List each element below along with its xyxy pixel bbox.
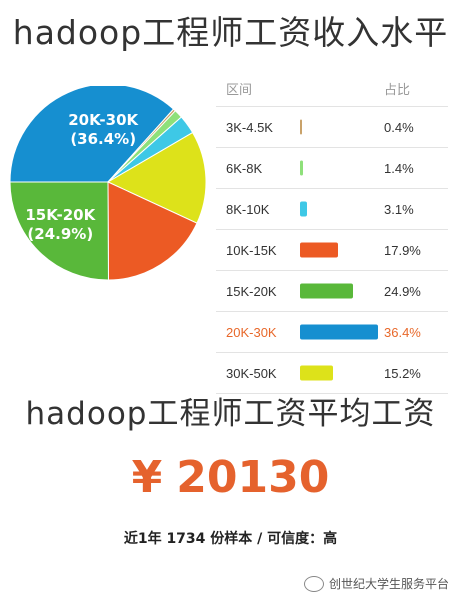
range-cell: 6K-8K [226, 160, 263, 176]
range-column-header: 区间 [226, 81, 253, 97]
bar-10k-15k [300, 242, 339, 258]
bar-cell [300, 312, 380, 352]
bar-6k-8k [300, 160, 303, 176]
salary-distribution-table: 区间 占比 3K-4.5K 0.4% 6K-8K 1.4% 8K-10K 3.1% 10K-… [216, 70, 448, 394]
slice-label-15k-20k-range: 15K-20K [25, 206, 96, 224]
pct-cell: 15.2% [384, 365, 421, 381]
average-salary-title: hadoop工程师工资平均工资 [25, 396, 436, 432]
pct-cell: 24.9% [384, 283, 421, 299]
pie-slice-15k-20k [9, 181, 109, 281]
pct-cell: 36.4% [384, 324, 421, 340]
table-row: 3K-4.5K 0.4% [216, 107, 448, 148]
currency-symbol: ¥ [131, 452, 163, 503]
bar-8k-10k [300, 201, 307, 217]
table-row: 8K-10K 3.1% [216, 189, 448, 230]
pct-cell: 17.9% [384, 242, 421, 258]
page-title: hadoop工程师工资收入水平 [12, 13, 449, 52]
table-body: 3K-4.5K 0.4% 6K-8K 1.4% 8K-10K 3.1% 10K-15K 17.… [216, 107, 448, 394]
pct-cell: 1.4% [384, 160, 414, 176]
range-cell: 30K-50K [226, 365, 277, 381]
table-row: 10K-15K 17.9% [216, 230, 448, 271]
bar-3k-4.5k [300, 119, 302, 135]
range-cell: 20K-30K [226, 324, 277, 340]
bar-column-header [300, 70, 380, 106]
watermark-text: 创世纪大学生服务平台 [328, 577, 449, 591]
table-row: 15K-20K 24.9% [216, 271, 448, 312]
bar-cell [300, 189, 380, 229]
pct-column-header: 占比 [384, 81, 411, 97]
range-cell: 10K-15K [226, 242, 277, 258]
pie-slice-20k-30k [9, 86, 175, 183]
pie-chart: 20K-30K(36.4%) 15K-20K(24.9%) [9, 86, 207, 281]
bar-cell [300, 148, 380, 188]
pie-slice-30k-50k [106, 131, 207, 224]
bar-15k-20k [300, 283, 354, 299]
table-row: 30K-50K 15.2% [216, 353, 448, 394]
pie-slice-10k-15k [107, 181, 198, 281]
pct-cell: 3.1% [384, 201, 414, 217]
watermark: 创世纪大学生服务平台 [303, 575, 449, 592]
slice-label-15k-20k-pct: (24.9%) [27, 225, 93, 243]
slice-label-20k-30k-range: 20K-30K [68, 111, 139, 129]
slice-label-20k-30k-pct: (36.4%) [70, 130, 136, 148]
table-header: 区间 占比 [216, 70, 448, 107]
pct-cell: 0.4% [384, 119, 414, 135]
bar-cell [300, 353, 380, 393]
bar-20k-30k [300, 324, 378, 340]
range-cell: 8K-10K [226, 201, 270, 217]
salary-amount: 20130 [176, 452, 330, 503]
bar-cell [300, 230, 380, 270]
average-salary: ¥20130 [0, 452, 461, 503]
table-row: 20K-30K 36.4% [216, 312, 448, 353]
wechat-icon [303, 575, 324, 592]
range-cell: 15K-20K [226, 283, 277, 299]
sample-note: 近1年 1734 份样本 / 可信度：高 [123, 531, 338, 547]
bar-cell [300, 271, 380, 311]
range-cell: 3K-4.5K [226, 119, 273, 135]
bar-cell [300, 107, 380, 147]
bar-30k-50k [300, 365, 333, 381]
table-row: 6K-8K 1.4% [216, 148, 448, 189]
